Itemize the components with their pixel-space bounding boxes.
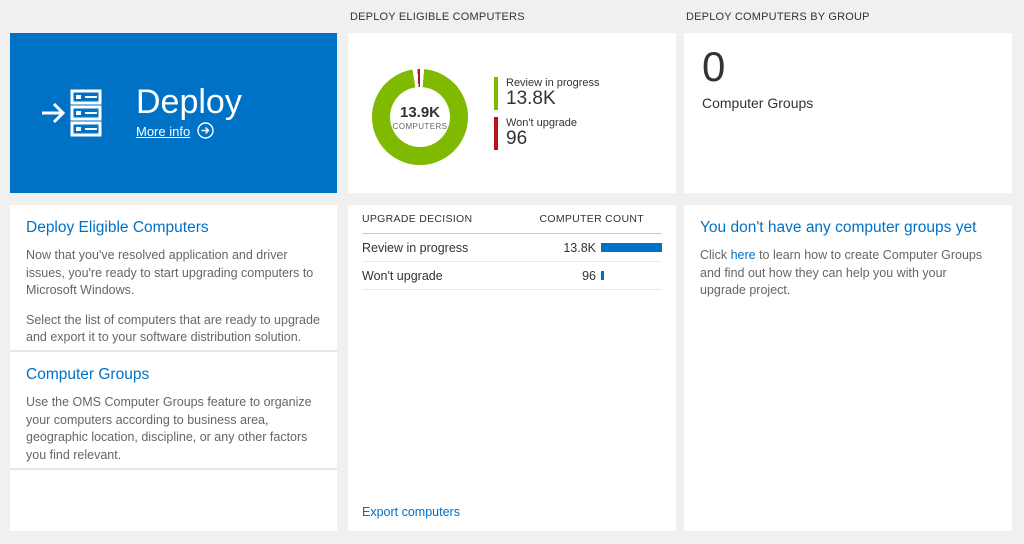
- section-computer-groups: Computer Groups Use the OMS Computer Gro…: [10, 352, 337, 470]
- tile-title: Deploy: [136, 83, 242, 122]
- column-deploy-eligible-computers: DEPLOY ELIGIBLE COMPUTERS 13.9K COMPUTER…: [348, 0, 676, 531]
- row-bar-track: [596, 243, 662, 252]
- column-header-spacer: [10, 0, 337, 33]
- deploy-icon: [40, 85, 106, 141]
- computer-groups-count-label: Computer Groups: [702, 95, 814, 112]
- column-header-deploy-by-group: DEPLOY COMPUTERS BY GROUP: [686, 10, 870, 23]
- section-paragraph: Now that you've resolved application and…: [26, 248, 314, 297]
- empty-state-text: Click here to learn how to create Comput…: [700, 247, 996, 300]
- eligible-computers-chart-card: 13.9K COMPUTERS Review in progress 13.8K…: [348, 33, 676, 193]
- row-label: Won't upgrade: [362, 268, 443, 283]
- more-info-link[interactable]: More info: [136, 124, 191, 140]
- column-header-deploy-eligible: DEPLOY ELIGIBLE COMPUTERS: [350, 10, 525, 23]
- computer-groups-empty-card: You don't have any computer groups yet C…: [684, 205, 1012, 531]
- section-paragraph: Select the list of computers that are re…: [26, 312, 320, 345]
- deploy-tile[interactable]: Deploy More info: [10, 33, 337, 193]
- legend-color-bar: [494, 117, 498, 150]
- section-deploy-eligible: Deploy Eligible Computers Now that you'v…: [10, 205, 337, 352]
- column-deploy: Deploy More info Deploy Eligible Compute…: [10, 0, 337, 531]
- upgrade-decision-table-card: UPGRADE DECISION COMPUTER COUNT Review i…: [348, 205, 676, 531]
- computer-groups-count-card[interactable]: 0 Computer Groups: [684, 33, 1012, 193]
- donut-total-label: COMPUTERS: [392, 121, 448, 131]
- column-deploy-by-group: DEPLOY COMPUTERS BY GROUP 0 Computer Gro…: [684, 0, 1012, 531]
- section-paragraph: Use the OMS Computer Groups feature to o…: [26, 395, 312, 462]
- computers-donut-chart[interactable]: 13.9K COMPUTERS: [372, 69, 468, 165]
- legend-label: Won't upgrade: [506, 117, 578, 129]
- empty-state-heading: You don't have any computer groups yet: [700, 219, 977, 236]
- donut-center: 13.9K COMPUTERS: [372, 69, 468, 165]
- empty-state-text-after: to learn how to create Computer Groups a…: [700, 248, 983, 297]
- legend-label: Review in progress: [506, 77, 600, 90]
- export-computers-link[interactable]: Export computers: [362, 505, 460, 519]
- table-header-computer-count: COMPUTER COUNT: [539, 213, 644, 225]
- section-heading-deploy-eligible: Deploy Eligible Computers: [26, 219, 209, 236]
- more-info-arrow-icon: [197, 121, 214, 142]
- table-header-upgrade-decision: UPGRADE DECISION: [362, 213, 473, 225]
- empty-state-text-before: Click: [700, 248, 731, 262]
- donut-legend: Review in progress 13.8K Won't upgrade 9…: [494, 77, 600, 157]
- row-bar-track: [596, 271, 662, 280]
- legend-item-review-in-progress: Review in progress 13.8K: [494, 77, 600, 110]
- legend-value: 96: [506, 128, 528, 149]
- table-empty-space: [362, 290, 662, 505]
- deploy-tile-text: Deploy More info: [136, 84, 242, 141]
- row-label: Review in progress: [362, 240, 469, 255]
- table-header-row: UPGRADE DECISION COMPUTER COUNT: [362, 205, 662, 234]
- deploy-dashboard: Deploy More info Deploy Eligible Compute…: [10, 0, 1012, 531]
- table-row[interactable]: Won't upgrade 96: [362, 262, 662, 290]
- donut-total-value: 13.9K: [399, 103, 441, 121]
- row-bar: [601, 243, 662, 252]
- legend-item-wont-upgrade: Won't upgrade 96: [494, 117, 600, 150]
- section-heading-computer-groups: Computer Groups: [26, 366, 150, 383]
- row-bar: [601, 271, 604, 280]
- computer-groups-count: 0: [702, 43, 726, 90]
- row-value: 96: [582, 268, 596, 283]
- legend-value: 13.8K: [506, 88, 556, 110]
- deploy-info-card: Deploy Eligible Computers Now that you'v…: [10, 205, 337, 531]
- legend-color-bar: [494, 77, 498, 110]
- here-link[interactable]: here: [730, 248, 756, 262]
- table-row[interactable]: Review in progress 13.8K: [362, 234, 662, 262]
- row-value: 13.8K: [563, 240, 596, 255]
